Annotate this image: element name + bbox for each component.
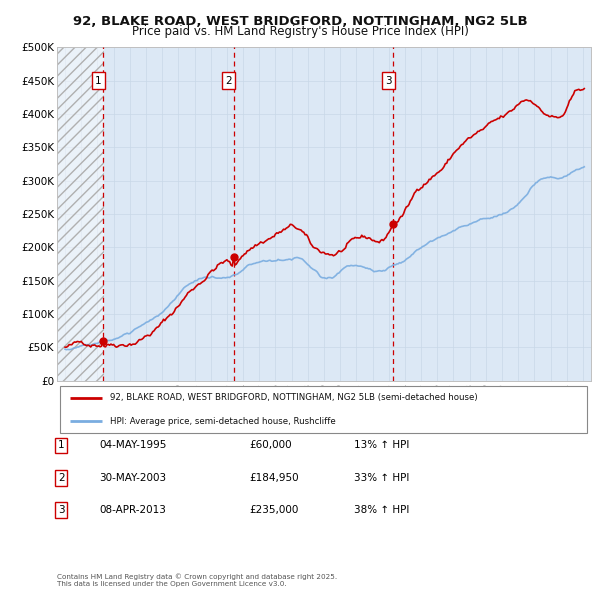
FancyBboxPatch shape [59,386,587,433]
Bar [57,47,104,381]
Text: 04-MAY-1995: 04-MAY-1995 [99,441,166,450]
Text: £235,000: £235,000 [249,506,298,515]
Text: 2: 2 [58,473,65,483]
Text: 92, BLAKE ROAD, WEST BRIDGFORD, NOTTINGHAM, NG2 5LB: 92, BLAKE ROAD, WEST BRIDGFORD, NOTTINGH… [73,15,527,28]
Text: 1: 1 [95,76,102,86]
Text: 33% ↑ HPI: 33% ↑ HPI [354,473,409,483]
Text: 3: 3 [58,506,65,515]
Text: 92, BLAKE ROAD, WEST BRIDGFORD, NOTTINGHAM, NG2 5LB (semi-detached house): 92, BLAKE ROAD, WEST BRIDGFORD, NOTTINGH… [110,393,478,402]
Text: Contains HM Land Registry data © Crown copyright and database right 2025.
This d: Contains HM Land Registry data © Crown c… [57,573,337,587]
Text: 30-MAY-2003: 30-MAY-2003 [99,473,166,483]
Text: £184,950: £184,950 [249,473,299,483]
Text: 13% ↑ HPI: 13% ↑ HPI [354,441,409,450]
Bar [57,47,104,381]
Text: 2: 2 [226,76,232,86]
Text: Price paid vs. HM Land Registry's House Price Index (HPI): Price paid vs. HM Land Registry's House … [131,25,469,38]
Text: 08-APR-2013: 08-APR-2013 [99,506,166,515]
Text: 38% ↑ HPI: 38% ↑ HPI [354,506,409,515]
Text: 1: 1 [58,441,65,450]
Text: £60,000: £60,000 [249,441,292,450]
Text: 3: 3 [385,76,392,86]
Text: HPI: Average price, semi-detached house, Rushcliffe: HPI: Average price, semi-detached house,… [110,417,336,426]
